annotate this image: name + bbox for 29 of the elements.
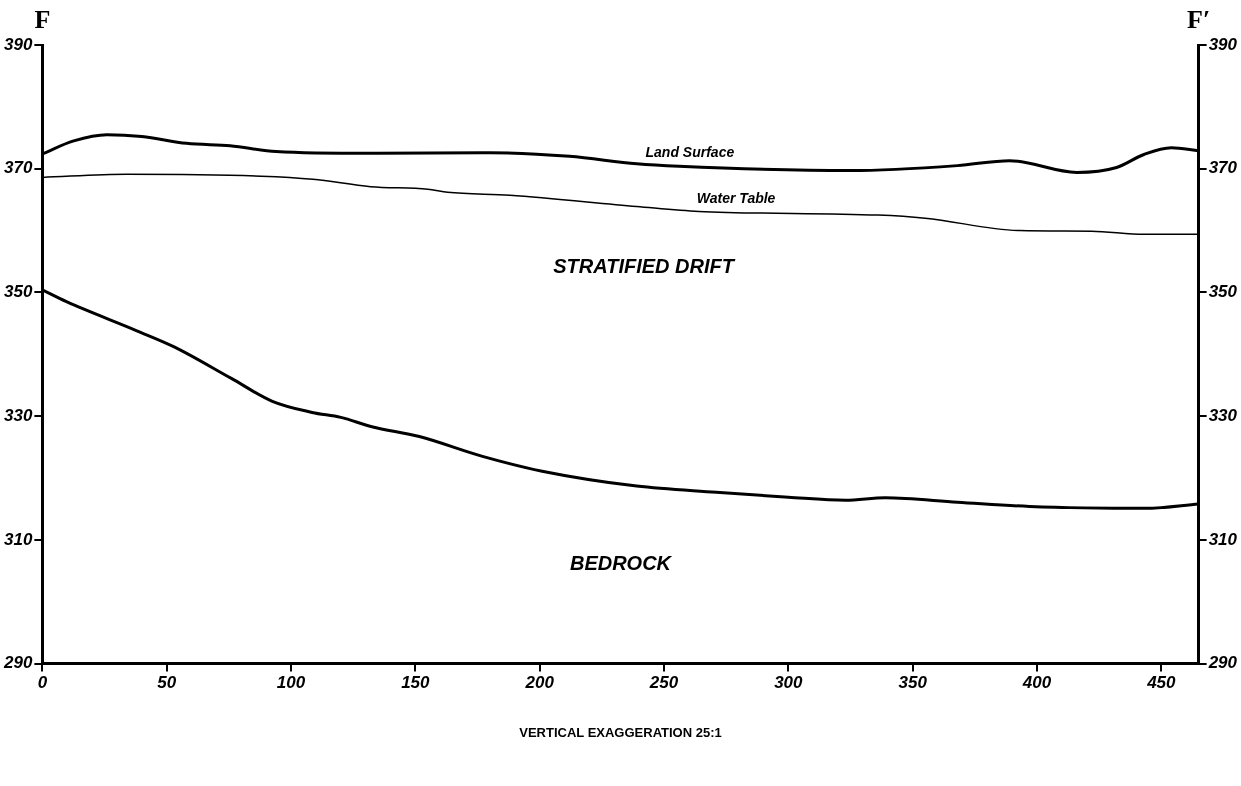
y2-tick-label: 350	[1208, 282, 1238, 302]
series-label: Land Surface	[645, 144, 735, 161]
y-tick-label: 310	[3, 529, 33, 549]
x-tick-label: 200	[524, 673, 555, 693]
y-tick-label: 390	[3, 34, 33, 54]
y-tick-label: 370	[3, 158, 33, 178]
x-tick-label: 0	[37, 673, 48, 693]
x-tick-label: 150	[401, 673, 431, 693]
y-tick-label: 290	[2, 653, 33, 673]
y2-tick-label: 370	[1208, 158, 1238, 178]
text: VERTICAL EXAGGERATION 25:1	[519, 725, 722, 741]
x-tick-label: 250	[648, 673, 679, 693]
y-tick-label: 350	[3, 282, 33, 302]
x-tick-label: 450	[1146, 673, 1177, 693]
series-label: Water Table	[696, 190, 776, 207]
annotation: BEDROCK	[569, 552, 673, 575]
y2-tick-label: 330	[1208, 405, 1238, 425]
y2-tick-label: 290	[1207, 653, 1238, 673]
y-tick-label: 330	[3, 405, 33, 425]
x-tick-label: 300	[774, 673, 804, 693]
x-tick-label: 100	[276, 673, 306, 693]
x-tick-label: 400	[1021, 673, 1052, 693]
y2-tick-label: 390	[1208, 34, 1238, 54]
x-tick-label: 350	[898, 673, 928, 693]
text: F′	[1187, 4, 1211, 34]
text: F	[34, 4, 51, 34]
y2-tick-label: 310	[1208, 529, 1238, 549]
x-tick-label: 50	[157, 673, 177, 693]
annotation: STRATIFIED DRIFT	[553, 255, 736, 278]
